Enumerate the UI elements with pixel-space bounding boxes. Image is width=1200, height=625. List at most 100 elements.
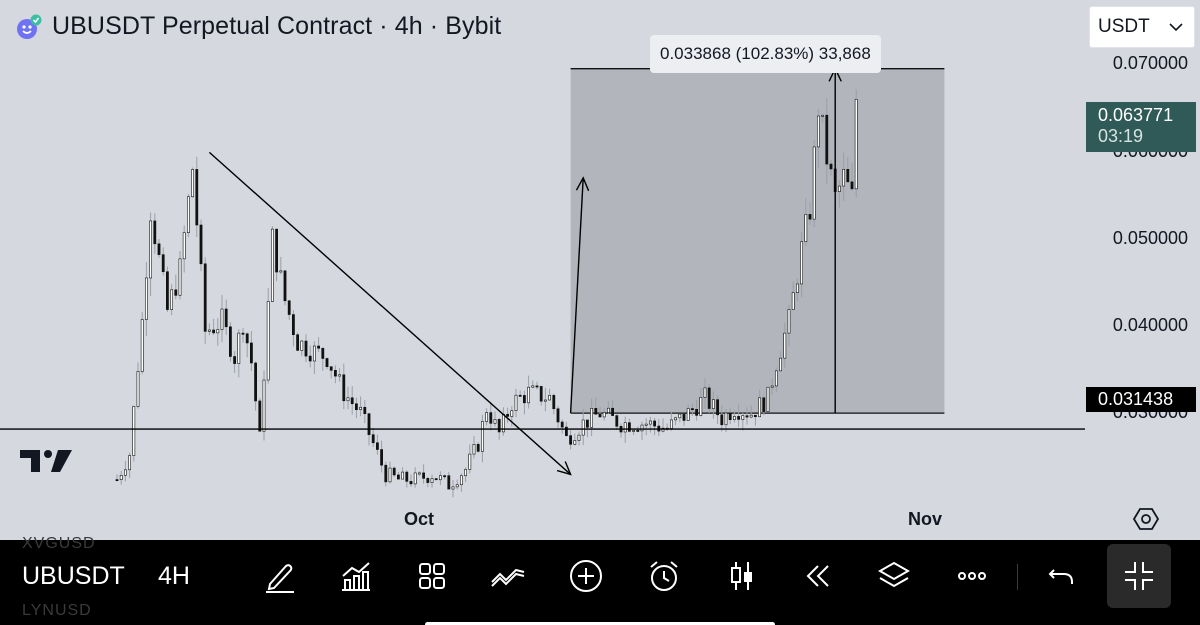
candle-body xyxy=(388,467,392,483)
candle-body xyxy=(611,407,615,416)
candle-body xyxy=(560,421,564,428)
layers-icon[interactable] xyxy=(876,558,912,594)
candle-body xyxy=(166,271,169,310)
candle-body xyxy=(174,289,178,296)
chart-area[interactable]: UBUSDT Perpetual Contract · 4h · Bybit U… xyxy=(0,0,1200,540)
candle-body xyxy=(128,455,132,471)
candle-body xyxy=(812,146,816,220)
candle-body xyxy=(837,185,841,192)
candle-body xyxy=(716,399,720,416)
candle-body xyxy=(124,469,127,476)
drawing-tools-icon[interactable] xyxy=(262,558,298,594)
candle-body xyxy=(233,356,237,364)
chevron-down-icon xyxy=(1169,23,1183,32)
candle-body xyxy=(153,220,157,245)
currency-label: USDT xyxy=(1098,16,1150,37)
candle-body xyxy=(821,114,825,117)
exchange-logo-icon xyxy=(17,14,42,39)
candle-body xyxy=(157,243,161,255)
chart-settings-icon[interactable] xyxy=(1133,506,1159,532)
drawing-layer xyxy=(0,67,1085,476)
candle-body xyxy=(758,397,762,418)
candle-body xyxy=(241,332,245,335)
candle-body xyxy=(564,426,568,436)
candle-body xyxy=(224,308,228,328)
candle-body xyxy=(590,408,594,428)
candle-body xyxy=(287,300,291,315)
candle-body xyxy=(749,414,753,418)
add-plus-icon[interactable] xyxy=(568,558,604,594)
candle-body xyxy=(543,399,547,402)
projection-arrow-head xyxy=(575,176,590,192)
candle-body xyxy=(816,115,820,148)
range-box xyxy=(570,68,945,414)
candle-body xyxy=(829,163,833,170)
alarm-clock-icon[interactable] xyxy=(646,558,682,594)
candle-body xyxy=(296,334,300,351)
candle-body xyxy=(615,415,619,427)
candle-body xyxy=(245,333,249,344)
toolbar-divider xyxy=(1017,564,1018,590)
candle-body xyxy=(254,362,258,402)
projection-arrow xyxy=(569,177,584,414)
candle-body xyxy=(237,332,241,364)
candle-body xyxy=(522,395,526,404)
candle-body xyxy=(291,314,295,336)
candle-layer xyxy=(115,89,858,498)
candle-body xyxy=(527,386,531,404)
indicators-icon[interactable] xyxy=(338,558,374,594)
price-chart[interactable] xyxy=(0,0,1200,540)
candle-body xyxy=(258,400,262,432)
candle-body xyxy=(434,478,438,481)
candle-body xyxy=(149,220,153,279)
candle-body xyxy=(711,399,715,409)
candle-body xyxy=(438,475,442,481)
candle-body xyxy=(447,475,451,490)
candle-body xyxy=(825,114,829,165)
trendline-arrow xyxy=(208,151,572,475)
candlestick-chart-icon[interactable] xyxy=(724,558,760,594)
candle-body xyxy=(573,440,577,445)
candle-body xyxy=(312,345,316,362)
candle-body xyxy=(585,419,589,428)
time-label-nov: Nov xyxy=(908,509,943,529)
candle-body xyxy=(203,263,207,332)
candle-body xyxy=(443,475,447,478)
horizontal-line-price-badge: 0.031438 xyxy=(1086,387,1196,412)
candle-body xyxy=(569,435,573,445)
fullscreen-toggle[interactable] xyxy=(1107,544,1171,608)
replay-rewind-icon[interactable] xyxy=(800,558,836,594)
candle-body xyxy=(396,474,400,480)
bar-countdown: 03:19 xyxy=(1098,126,1144,146)
more-options-icon[interactable] xyxy=(954,558,990,594)
candle-body xyxy=(266,301,270,381)
candle-body xyxy=(493,419,497,424)
candle-body xyxy=(229,326,232,357)
candle-body xyxy=(422,472,426,479)
candle-body xyxy=(384,464,388,483)
layout-grid-icon[interactable] xyxy=(414,558,450,594)
interval-button[interactable]: 4H xyxy=(158,562,190,590)
candle-body xyxy=(510,410,514,417)
candle-body xyxy=(808,214,812,220)
candle-body xyxy=(325,358,329,368)
symbol-button[interactable]: UBUSDT xyxy=(22,562,125,590)
candle-body xyxy=(728,412,732,420)
candle-body xyxy=(506,413,510,417)
candle-body xyxy=(472,444,476,455)
range-layer xyxy=(570,68,945,414)
currency-select[interactable]: USDT xyxy=(1089,6,1195,48)
candle-body xyxy=(145,277,148,320)
candle-body xyxy=(283,270,287,302)
candle-body xyxy=(392,467,396,476)
candle-body xyxy=(451,486,455,490)
candle-body xyxy=(753,414,757,418)
compare-symbols-icon[interactable] xyxy=(490,558,526,594)
candle-body xyxy=(804,214,808,243)
candle-body xyxy=(699,397,703,416)
candle-body xyxy=(783,332,787,359)
undo-icon[interactable] xyxy=(1044,558,1080,594)
candle-body xyxy=(745,415,749,418)
candle-body xyxy=(770,385,774,388)
candle-body xyxy=(250,342,253,364)
